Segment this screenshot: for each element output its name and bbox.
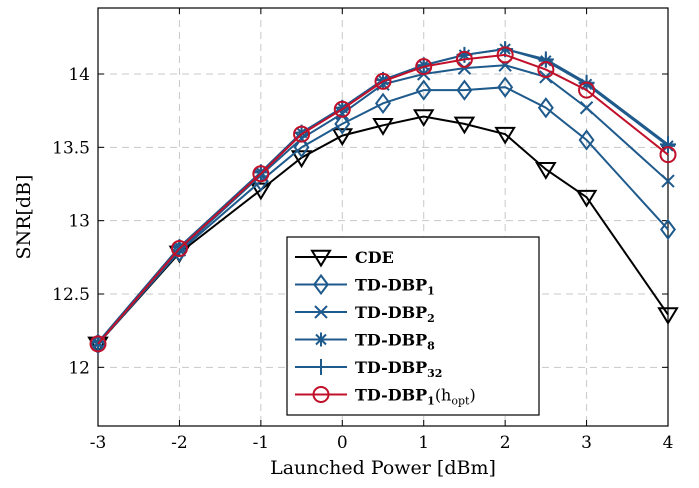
- data-point: [537, 97, 554, 119]
- data-point: [456, 79, 473, 101]
- data-point: [457, 61, 472, 75]
- data-point: [252, 165, 270, 183]
- data-point: [537, 51, 554, 68]
- data-point: [250, 182, 272, 201]
- legend-entry: TD-DBP1(hopt): [295, 386, 476, 408]
- data-point: [171, 240, 188, 263]
- y-axis-label: SNR[dB]: [13, 175, 35, 260]
- data-point: [453, 116, 476, 135]
- data-point: [333, 100, 351, 118]
- legend-label: TD-DBP2: [355, 303, 435, 325]
- legend-entry: TD-DBP1: [295, 273, 435, 298]
- data-point: [496, 46, 514, 64]
- x-tick-label: -3: [90, 433, 107, 453]
- legend-marker: [314, 332, 328, 347]
- data-point: [415, 58, 433, 76]
- data-point: [170, 240, 188, 258]
- series-line: [97, 115, 669, 345]
- x-axis-label: Launched Power [dBm]: [270, 457, 496, 479]
- data-series: [87, 41, 679, 355]
- y-tick-label: 14: [68, 65, 90, 85]
- x-tick-label: 4: [663, 433, 674, 453]
- data-point: [578, 81, 596, 99]
- data-point: [89, 335, 107, 353]
- data-point: [497, 76, 514, 98]
- data-point: [412, 109, 435, 128]
- data-point: [90, 333, 106, 355]
- legend-label: TD-DBP32: [355, 358, 442, 380]
- series-td-dbp1-hopt-: [89, 46, 677, 353]
- x-tick-label: 1: [418, 433, 429, 453]
- series-line: [97, 86, 669, 345]
- data-point: [660, 218, 676, 241]
- y-tick-label: 12: [68, 358, 90, 378]
- data-point: [660, 136, 676, 153]
- data-point: [494, 126, 516, 145]
- legend-marker: [314, 305, 328, 319]
- data-point: [579, 101, 594, 115]
- data-point: [657, 307, 679, 326]
- data-point: [535, 162, 557, 180]
- x-tick-label: -1: [253, 433, 270, 453]
- legend-marker: [313, 273, 329, 296]
- data-point: [334, 113, 351, 135]
- legend-label: TD-DBP1(hopt): [355, 386, 476, 408]
- data-point: [372, 118, 394, 136]
- legend-box: [286, 236, 540, 416]
- x-tick-label: 2: [500, 433, 511, 453]
- x-tick-label: 3: [581, 433, 592, 453]
- x-tick-label: -2: [171, 433, 188, 453]
- legend-entry: TD-DBP32: [295, 358, 442, 380]
- legend-entry: CDE: [295, 248, 394, 268]
- legend-marker: [312, 386, 330, 403]
- legend-entry: TD-DBP8: [295, 331, 435, 353]
- data-point: [578, 129, 595, 151]
- legend: CDE TD-DBP1 TD-DBP2 TD-DBP8 TD-DBP32 TD-DBP1(…: [286, 236, 540, 416]
- data-point: [537, 61, 555, 79]
- data-point: [659, 146, 677, 164]
- data-point: [375, 92, 391, 115]
- legend-label: CDE: [355, 248, 394, 267]
- data-point: [661, 174, 675, 188]
- y-tick-label: 13: [68, 212, 90, 232]
- plot-frame: [97, 7, 669, 427]
- legend-label: TD-DBP8: [355, 331, 435, 353]
- data-point: [331, 128, 354, 147]
- data-point: [575, 189, 598, 208]
- data-point: [455, 50, 473, 68]
- y-tick-label: 12.5: [52, 285, 90, 305]
- data-point: [290, 150, 313, 169]
- legend-marker: [313, 359, 329, 375]
- legend-marker: [310, 249, 332, 268]
- data-point: [374, 72, 392, 90]
- series-line: [97, 64, 669, 345]
- series-td-dbp1: [90, 76, 676, 355]
- series-line: [97, 48, 669, 344]
- legend-entry: TD-DBP2: [295, 303, 435, 325]
- legend-label: TD-DBP1: [355, 276, 435, 298]
- data-point: [293, 125, 311, 143]
- y-tick-label: 13.5: [52, 138, 90, 158]
- x-tick-label: 0: [337, 433, 348, 453]
- data-point: [415, 79, 432, 101]
